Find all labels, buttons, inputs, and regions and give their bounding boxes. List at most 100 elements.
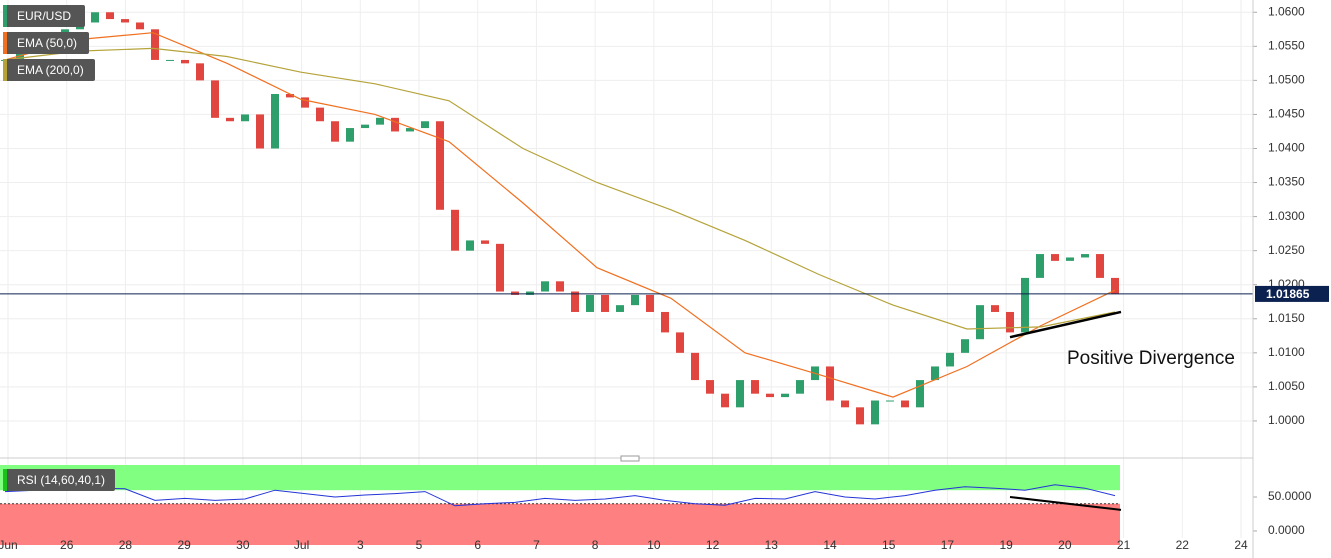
candle xyxy=(601,294,609,312)
candle xyxy=(736,380,744,408)
y-tick-label: 1.0500 xyxy=(1268,73,1305,87)
candle xyxy=(616,305,624,312)
y-tick-label: 1.0400 xyxy=(1268,141,1305,155)
candle xyxy=(301,97,309,108)
candle xyxy=(721,393,729,408)
candle xyxy=(406,128,414,132)
candle xyxy=(211,80,219,118)
x-tick-label: 12 xyxy=(706,538,720,552)
x-tick-label: 28 xyxy=(119,538,133,552)
x-tick-label: 6 xyxy=(474,538,481,552)
candle xyxy=(346,128,354,142)
y-tick-label: 50.0000 xyxy=(1268,489,1312,503)
x-tick-label: 14 xyxy=(823,538,837,552)
candle xyxy=(961,339,969,353)
candle xyxy=(871,400,879,425)
candle xyxy=(541,281,549,292)
candle xyxy=(331,121,339,142)
candle xyxy=(796,380,804,394)
x-tick-label: 5 xyxy=(416,538,423,552)
candle xyxy=(91,12,99,23)
candle xyxy=(586,294,594,312)
candle xyxy=(1111,277,1119,294)
x-tick-label: 13 xyxy=(765,538,779,552)
candle xyxy=(556,281,564,292)
candle xyxy=(436,121,444,210)
legend-swatch xyxy=(3,32,7,54)
candle xyxy=(646,294,654,312)
candle xyxy=(676,332,684,353)
legend-swatch xyxy=(3,469,7,491)
y-tick-label: 1.0050 xyxy=(1268,379,1305,393)
candle xyxy=(511,291,519,295)
candle xyxy=(361,124,369,129)
candle xyxy=(691,352,699,381)
series-line xyxy=(4,32,1116,398)
x-tick-label: 30 xyxy=(236,538,250,552)
candle xyxy=(181,59,189,64)
legend-label: EUR/USD xyxy=(17,9,71,23)
candle xyxy=(886,400,894,402)
x-tick-label: Jul xyxy=(294,538,309,552)
trendline xyxy=(1009,310,1122,339)
series-line xyxy=(4,47,1116,330)
x-tick-label: 19 xyxy=(999,538,1013,552)
overbought-band xyxy=(0,465,1120,491)
candle xyxy=(136,22,144,30)
candle xyxy=(286,93,294,98)
marks-layer xyxy=(1,12,1119,507)
oversold-band xyxy=(0,503,1120,545)
candle xyxy=(931,366,939,381)
legend-label: RSI (14,60,40,1) xyxy=(17,473,105,487)
x-tick-label: 15 xyxy=(882,538,896,552)
y-tick-label: 1.0300 xyxy=(1268,209,1305,223)
candle xyxy=(631,294,639,306)
y-tick-label: 1.0450 xyxy=(1268,107,1305,121)
candle xyxy=(151,29,159,60)
candle xyxy=(571,291,579,312)
candle xyxy=(106,12,114,20)
candle xyxy=(751,380,759,394)
candle xyxy=(316,107,324,122)
legend-label: EMA (200,0) xyxy=(17,63,84,77)
candle xyxy=(916,380,924,408)
legend-box xyxy=(3,5,85,27)
annotation: Positive Divergence xyxy=(1067,348,1235,369)
candle xyxy=(781,393,789,398)
candle xyxy=(196,63,204,81)
x-tick-label: 8 xyxy=(592,538,599,552)
legend-box xyxy=(3,32,89,54)
candle xyxy=(451,209,459,251)
trendline xyxy=(1009,496,1122,511)
candle xyxy=(766,393,774,398)
candle xyxy=(526,291,534,295)
y-tick-label: 1.0600 xyxy=(1268,4,1305,18)
candle xyxy=(1096,254,1104,278)
candle xyxy=(391,117,399,132)
candle xyxy=(1066,257,1074,261)
x-tick-label: 3 xyxy=(357,538,364,552)
candle xyxy=(1051,254,1059,261)
candle xyxy=(856,407,864,425)
candle xyxy=(706,380,714,394)
candle xyxy=(1021,277,1029,333)
candle xyxy=(901,400,909,408)
candle xyxy=(226,117,234,122)
candle xyxy=(661,311,669,333)
x-tick-label: 24 xyxy=(1234,538,1248,552)
x-tick-label: 22 xyxy=(1176,538,1190,552)
candle xyxy=(271,93,279,149)
candle xyxy=(1081,254,1089,258)
y-tick-label: 1.0000 xyxy=(1268,413,1305,427)
y-tick-label: 1.0150 xyxy=(1268,311,1305,325)
y-tick-label: 1.0250 xyxy=(1268,243,1305,257)
candle xyxy=(121,19,129,23)
x-tick-label: 7 xyxy=(533,538,540,552)
x-tick-label: 17 xyxy=(941,538,955,552)
panel-resize-handle[interactable] xyxy=(620,455,640,462)
candle xyxy=(496,243,504,292)
legend-swatch xyxy=(3,5,7,27)
candle xyxy=(991,305,999,312)
x-tick-label: 20 xyxy=(1058,538,1072,552)
candle xyxy=(241,114,249,122)
